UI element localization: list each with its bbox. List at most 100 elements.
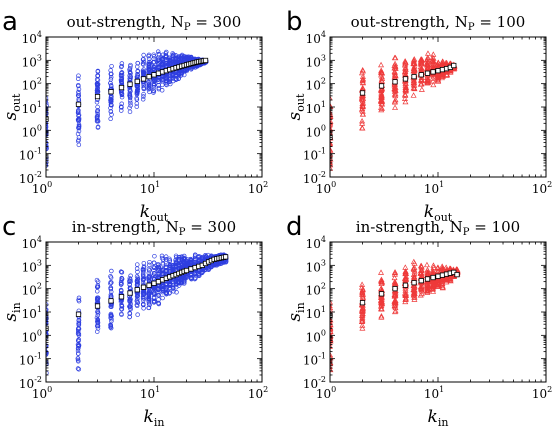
data-point [439,58,446,65]
data-point [430,81,437,88]
data-point [391,69,398,75]
data-point [134,266,140,271]
data-point [46,129,48,135]
title-subscript: P [468,22,475,33]
data-point [146,56,152,62]
y-tick-exponent: 3 [37,53,42,62]
data-point [359,322,366,328]
data-point [411,85,418,92]
data-point [434,264,441,271]
data-point [378,67,385,73]
data-point [76,337,81,342]
y-tick-base: 10 [22,260,37,274]
mean-point [202,57,209,64]
mean-point [430,274,436,281]
title-tail: = 100 [475,13,526,31]
data-point [411,260,418,266]
y-tick-exponent: 4 [37,235,42,244]
data-point [95,310,101,316]
x-tick-label: 100 [316,180,336,196]
data-point [119,105,124,110]
data-point [95,308,101,314]
y-tick-base: 10 [306,237,321,251]
x-label-subscript: out [434,211,453,224]
data-point [359,325,366,331]
data-point [127,109,133,115]
data-point [435,78,442,84]
mean-point [127,81,133,87]
y-tick-base: 10 [303,172,318,186]
data-point [76,91,81,96]
data-point [108,285,114,291]
data-point [75,357,81,363]
y-tick-exponent: -2 [318,170,326,179]
y-tick-label: 10-1 [303,352,326,368]
y-tick-exponent: 0 [321,123,326,132]
panel-letter-a: a [2,7,18,37]
data-point [94,277,100,283]
y-tick-base: 10 [306,260,321,274]
data-point [429,278,436,284]
data-point [424,50,431,56]
data-point [135,293,140,299]
mean-point [378,291,385,297]
data-point [146,266,152,272]
data-point [118,287,124,293]
data-point [135,269,140,275]
data-point [330,343,333,349]
data-point [118,269,124,274]
data-point [188,259,194,265]
x-tick-label: 100 [32,385,52,401]
data-point [164,291,169,296]
data-point [119,78,124,84]
y-tick-label: 100 [22,123,42,139]
data-point [75,351,81,356]
y-tick-exponent: -2 [34,375,42,384]
data-point [46,317,49,323]
data-point [141,86,147,91]
data-point [76,135,82,140]
data-point [95,289,100,294]
x-tick-exponent: 0 [331,180,336,189]
data-point [391,54,398,61]
y-tick-label: 10-2 [19,170,42,186]
data-point [330,103,334,109]
data-point [424,78,431,84]
mean-point [424,276,431,282]
y-tick-label: 102 [22,77,42,93]
data-point [76,318,81,323]
data-point [330,335,333,341]
mean-point [392,286,398,292]
data-point [378,278,385,284]
data-point [95,69,101,74]
data-point [359,308,366,314]
x-axis-label-b: kout [424,202,453,224]
y-tick-exponent: 1 [321,100,326,109]
data-point [95,125,101,130]
y-tick-exponent: 1 [321,305,326,314]
data-point [378,97,385,103]
data-point [151,88,156,93]
data-point [109,97,114,102]
x-label-symbol: k [428,407,438,426]
data-point [134,274,140,279]
data-point [109,316,114,322]
y-tick-base: 10 [22,307,37,321]
x-tick-base: 10 [424,182,439,196]
x-tick-base: 10 [140,182,155,196]
data-point [430,283,437,290]
data-point [135,312,140,317]
data-point [391,98,398,104]
data-point [76,97,82,102]
mean-point [118,294,125,300]
x-tick-exponent: 1 [155,385,160,394]
data-point [423,261,430,268]
y-tick-label: 104 [22,30,42,46]
title-subscript: P [184,22,191,33]
data-point [429,285,436,292]
data-point [108,109,114,114]
data-point [410,266,417,272]
data-point [76,86,82,92]
